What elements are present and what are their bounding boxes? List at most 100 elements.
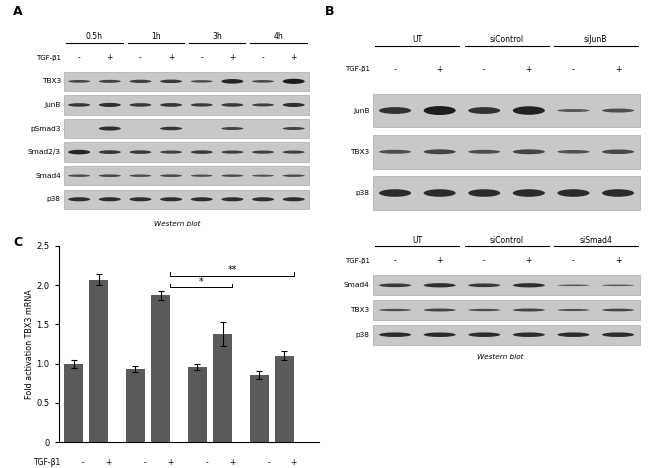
Ellipse shape bbox=[513, 308, 545, 312]
Ellipse shape bbox=[558, 309, 590, 311]
Text: +: + bbox=[291, 458, 297, 467]
Text: +: + bbox=[229, 53, 235, 62]
Text: +: + bbox=[291, 53, 297, 62]
Text: -: - bbox=[205, 458, 208, 467]
Bar bbox=[151, 295, 170, 442]
Ellipse shape bbox=[283, 79, 305, 84]
Ellipse shape bbox=[283, 197, 305, 201]
Bar bbox=[373, 176, 640, 210]
Text: TGF-β1: TGF-β1 bbox=[34, 458, 61, 467]
Text: siControl: siControl bbox=[489, 236, 524, 245]
Text: pSmad3: pSmad3 bbox=[31, 125, 61, 132]
Text: -: - bbox=[572, 65, 575, 74]
Ellipse shape bbox=[283, 151, 305, 154]
Ellipse shape bbox=[379, 332, 411, 337]
Ellipse shape bbox=[379, 189, 411, 197]
Ellipse shape bbox=[558, 285, 590, 286]
Text: -: - bbox=[394, 256, 396, 265]
Ellipse shape bbox=[68, 197, 90, 201]
Ellipse shape bbox=[468, 309, 500, 311]
Text: +: + bbox=[168, 53, 174, 62]
Ellipse shape bbox=[558, 189, 590, 197]
Text: 4h: 4h bbox=[274, 32, 283, 41]
Ellipse shape bbox=[558, 109, 590, 112]
Ellipse shape bbox=[129, 80, 151, 83]
Bar bbox=[126, 369, 145, 442]
Text: +: + bbox=[105, 458, 112, 467]
Ellipse shape bbox=[468, 332, 500, 337]
Ellipse shape bbox=[513, 189, 545, 197]
Ellipse shape bbox=[129, 175, 151, 177]
Text: p38: p38 bbox=[356, 332, 370, 338]
Ellipse shape bbox=[513, 283, 545, 287]
Ellipse shape bbox=[190, 150, 213, 154]
Ellipse shape bbox=[602, 109, 634, 112]
Text: siSmad4: siSmad4 bbox=[579, 236, 612, 245]
Text: siControl: siControl bbox=[489, 35, 524, 44]
Bar bbox=[373, 275, 640, 295]
Text: -: - bbox=[394, 65, 396, 74]
Text: TBX3: TBX3 bbox=[350, 149, 370, 155]
Text: +: + bbox=[526, 256, 532, 265]
Ellipse shape bbox=[190, 197, 213, 201]
Text: TGF-β1: TGF-β1 bbox=[344, 257, 370, 263]
Ellipse shape bbox=[129, 103, 151, 107]
Ellipse shape bbox=[190, 80, 213, 82]
Bar bbox=[275, 356, 294, 442]
Text: -: - bbox=[572, 256, 575, 265]
Bar bbox=[250, 375, 268, 442]
Ellipse shape bbox=[424, 106, 456, 115]
Ellipse shape bbox=[68, 175, 90, 177]
Text: -: - bbox=[483, 256, 486, 265]
Text: Smad4: Smad4 bbox=[35, 173, 61, 179]
Text: +: + bbox=[615, 256, 621, 265]
Text: Western blot: Western blot bbox=[154, 221, 201, 227]
Ellipse shape bbox=[379, 150, 411, 154]
Text: TBX3: TBX3 bbox=[42, 78, 61, 84]
Ellipse shape bbox=[558, 150, 590, 154]
Text: TBX3: TBX3 bbox=[350, 307, 370, 313]
Ellipse shape bbox=[252, 80, 274, 83]
Ellipse shape bbox=[602, 189, 634, 197]
Ellipse shape bbox=[160, 197, 182, 201]
Bar bbox=[64, 72, 309, 91]
Text: 1h: 1h bbox=[151, 32, 161, 41]
Ellipse shape bbox=[99, 197, 121, 201]
Ellipse shape bbox=[424, 189, 456, 197]
Ellipse shape bbox=[222, 197, 243, 201]
Ellipse shape bbox=[160, 151, 182, 154]
Ellipse shape bbox=[602, 285, 634, 286]
Bar bbox=[64, 95, 309, 115]
Text: -: - bbox=[78, 53, 81, 62]
Ellipse shape bbox=[424, 332, 456, 337]
Bar bbox=[90, 279, 109, 442]
Text: -: - bbox=[200, 53, 203, 62]
Ellipse shape bbox=[252, 151, 274, 154]
Ellipse shape bbox=[513, 106, 545, 115]
Ellipse shape bbox=[513, 332, 545, 337]
Ellipse shape bbox=[283, 175, 305, 177]
Ellipse shape bbox=[558, 332, 590, 337]
Text: -: - bbox=[144, 458, 146, 467]
Ellipse shape bbox=[283, 103, 305, 107]
Text: UT: UT bbox=[412, 236, 423, 245]
Ellipse shape bbox=[129, 150, 151, 154]
Text: -: - bbox=[483, 65, 486, 74]
Ellipse shape bbox=[222, 79, 243, 84]
Bar bbox=[373, 94, 640, 127]
Bar bbox=[64, 119, 309, 138]
Text: Western blot: Western blot bbox=[477, 354, 523, 359]
Text: +: + bbox=[229, 458, 235, 467]
Bar bbox=[188, 367, 207, 442]
Text: +: + bbox=[526, 65, 532, 74]
Ellipse shape bbox=[424, 149, 456, 154]
Ellipse shape bbox=[379, 309, 411, 311]
Ellipse shape bbox=[424, 308, 456, 312]
Text: **: ** bbox=[227, 265, 237, 275]
Text: TGF-β1: TGF-β1 bbox=[344, 66, 370, 72]
Ellipse shape bbox=[468, 107, 500, 114]
Ellipse shape bbox=[379, 284, 411, 287]
Text: 3h: 3h bbox=[212, 32, 222, 41]
Ellipse shape bbox=[160, 127, 182, 130]
Text: +: + bbox=[107, 53, 113, 62]
